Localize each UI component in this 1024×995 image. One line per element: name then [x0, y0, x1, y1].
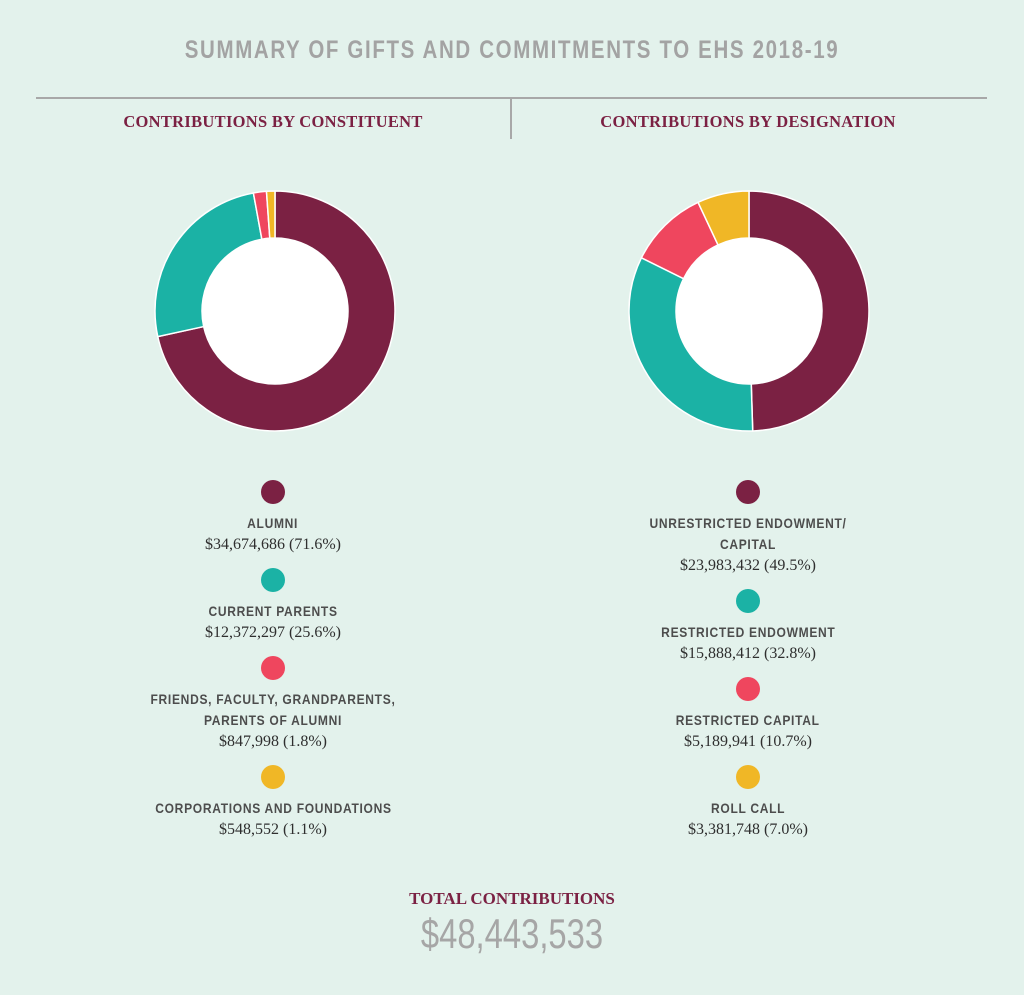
legend-label: UNRESTRICTED ENDOWMENT/ CAPITAL [645, 513, 851, 555]
legend-value: $548,552 (1.1%) [219, 821, 327, 838]
column-divider [510, 99, 512, 139]
legend-swatch [261, 656, 285, 680]
designation-legend: UNRESTRICTED ENDOWMENT/ CAPITAL $23,983,… [598, 480, 898, 840]
legend-value: $23,983,432 (49.5%) [680, 557, 816, 574]
legend-value: $15,888,412 (32.8%) [680, 645, 816, 662]
legend-item-friends-faculty: FRIENDS, FACULTY, GRANDPARENTS, PARENTS … [123, 656, 423, 752]
page-title: SUMMARY OF GIFTS AND COMMITMENTS TO EHS … [184, 36, 840, 64]
total-contributions-label: TOTAL CONTRIBUTIONS [409, 889, 615, 908]
legend-item-unrestricted: UNRESTRICTED ENDOWMENT/ CAPITAL $23,983,… [598, 480, 898, 576]
legend-label: ROLL CALL [710, 800, 786, 816]
legend-value: $12,372,297 (25.6%) [205, 624, 341, 641]
total-contributions-value: $48,443,533 [420, 910, 604, 957]
donut-slice-unrestricted-endowment-capital [748, 190, 870, 432]
donut-slice-alumni [156, 190, 396, 432]
legend-value: $34,674,686 (71.6%) [205, 536, 341, 553]
constituent-legend: ALUMNI $34,674,686 (71.6%) CURRENT PAREN… [123, 480, 423, 840]
legend-label: CURRENT PARENTS [208, 603, 338, 619]
legend-label: RESTRICTED CAPITAL [676, 712, 820, 728]
header-divider [36, 97, 987, 99]
legend-label-text: FRIENDS, FACULTY, GRANDPARENTS, PARENTS … [150, 691, 396, 728]
legend-swatch [736, 480, 760, 504]
legend-item-corporations: CORPORATIONS AND FOUNDATIONS $548,552 (1… [123, 765, 423, 840]
legend-item-current-parents: CURRENT PARENTS $12,372,297 (25.6%) [123, 568, 423, 643]
legend-item-roll-call: ROLL CALL $3,381,748 (7.0%) [598, 765, 898, 840]
legend-swatch [261, 480, 285, 504]
donut-slice-current-parents [154, 192, 263, 338]
legend-item-alumni: ALUMNI $34,674,686 (71.6%) [123, 480, 423, 555]
legend-value: $3,381,748 (7.0%) [688, 821, 808, 838]
constituent-chart-title: CONTRIBUTIONS BY CONSTITUENT [123, 112, 423, 131]
legend-label: FRIENDS, FACULTY, GRANDPARENTS, PARENTS … [144, 689, 402, 731]
legend-swatch [736, 677, 760, 701]
legend-swatch [261, 568, 285, 592]
legend-value: $5,189,941 (10.7%) [684, 733, 812, 750]
legend-item-restricted-endowment: RESTRICTED ENDOWMENT $15,888,412 (32.8%) [598, 589, 898, 664]
donut-slice-restricted-endowment [628, 256, 754, 432]
legend-value: $847,998 (1.8%) [219, 733, 327, 750]
legend-item-restricted-capital: RESTRICTED CAPITAL $5,189,941 (10.7%) [598, 677, 898, 752]
legend-label: CORPORATIONS AND FOUNDATIONS [154, 800, 392, 816]
legend-label: ALUMNI [247, 515, 299, 531]
legend-swatch [736, 589, 760, 613]
legend-swatch [261, 765, 285, 789]
donut-slice-corporations-and-foundations [265, 190, 276, 239]
legend-label: RESTRICTED ENDOWMENT [660, 624, 836, 640]
legend-label-text: UNRESTRICTED ENDOWMENT/ CAPITAL [649, 515, 847, 552]
designation-chart-title: CONTRIBUTIONS BY DESIGNATION [600, 112, 896, 131]
legend-swatch [736, 765, 760, 789]
designation-donut-chart [628, 190, 870, 432]
donut-hole [202, 238, 348, 384]
constituent-donut-chart [154, 190, 396, 432]
donut-hole [676, 238, 822, 384]
donut-slice-roll-call [697, 190, 750, 246]
